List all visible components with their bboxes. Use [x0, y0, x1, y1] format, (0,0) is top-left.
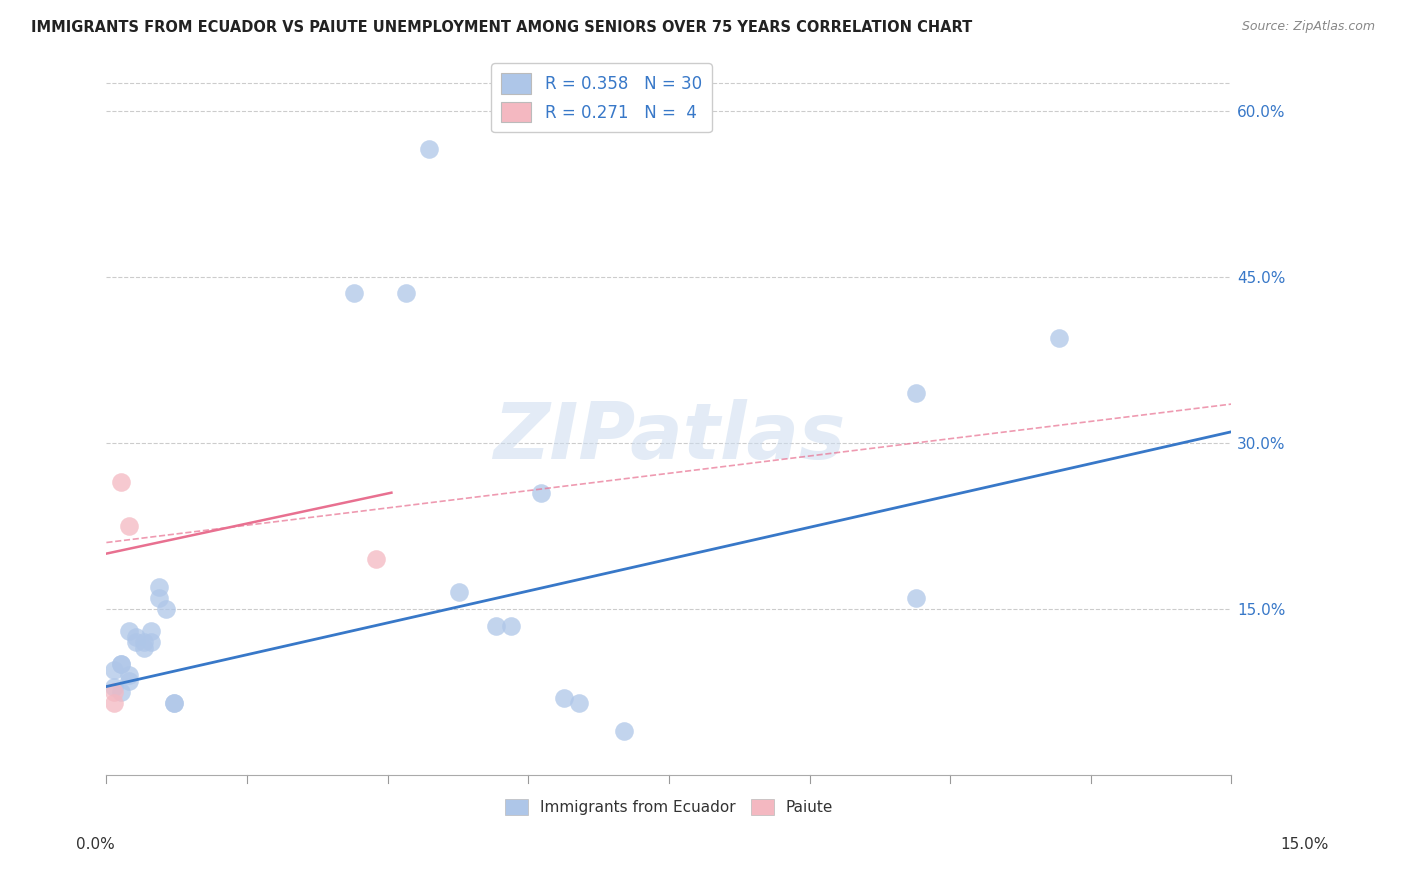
Legend: Immigrants from Ecuador, Paiute: Immigrants from Ecuador, Paiute: [499, 793, 839, 822]
Point: [132, 635, 155, 649]
Point: [118, 624, 141, 639]
Point: [118, 519, 141, 533]
Text: ZIPatlas: ZIPatlas: [494, 399, 845, 475]
Point: [110, 475, 132, 489]
Point: [125, 630, 148, 644]
Point: [163, 696, 186, 710]
Text: Source: ZipAtlas.com: Source: ZipAtlas.com: [1241, 20, 1375, 33]
Point: [568, 696, 591, 710]
Point: [118, 668, 141, 682]
Point: [155, 602, 177, 616]
Point: [1047, 330, 1070, 344]
Point: [141, 635, 163, 649]
Point: [163, 696, 186, 710]
Point: [141, 624, 163, 639]
Point: [343, 286, 366, 301]
Point: [110, 657, 132, 672]
Point: [485, 618, 508, 632]
Point: [447, 585, 470, 599]
Text: 15.0%: 15.0%: [1281, 838, 1329, 852]
Point: [395, 286, 418, 301]
Point: [530, 485, 553, 500]
Point: [118, 673, 141, 688]
Point: [148, 591, 170, 605]
Point: [103, 696, 125, 710]
Point: [366, 552, 388, 566]
Point: [418, 142, 440, 156]
Point: [613, 723, 636, 738]
Point: [103, 663, 125, 677]
Point: [103, 685, 125, 699]
Point: [132, 640, 155, 655]
Text: IMMIGRANTS FROM ECUADOR VS PAIUTE UNEMPLOYMENT AMONG SENIORS OVER 75 YEARS CORRE: IMMIGRANTS FROM ECUADOR VS PAIUTE UNEMPL…: [31, 20, 972, 35]
Point: [905, 591, 928, 605]
Text: 0.0%: 0.0%: [76, 838, 115, 852]
Point: [501, 618, 523, 632]
Point: [553, 690, 575, 705]
Point: [148, 580, 170, 594]
Point: [125, 635, 148, 649]
Point: [905, 386, 928, 401]
Point: [110, 657, 132, 672]
Point: [110, 685, 132, 699]
Point: [103, 680, 125, 694]
